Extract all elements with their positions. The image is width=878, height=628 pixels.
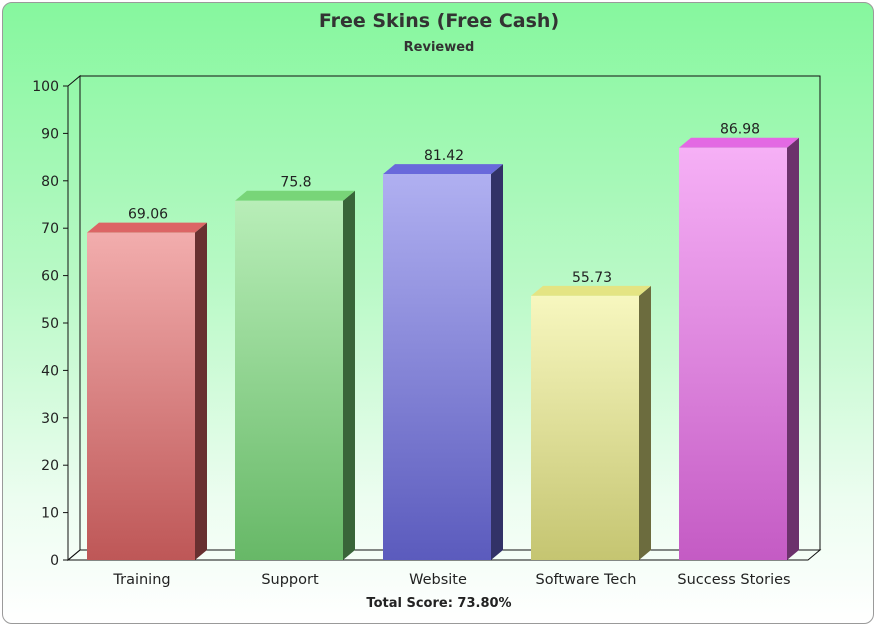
bar-top [531, 285, 651, 296]
bar-top [235, 190, 355, 201]
x-tick-label: Support [261, 572, 319, 588]
bar-front [235, 200, 343, 560]
y-tick-label: 60 [41, 269, 59, 285]
bar-front [679, 147, 787, 561]
bar-value-label: 75.8 [280, 175, 311, 191]
bar-side [787, 137, 799, 561]
bar-1: 75.8 [235, 175, 355, 560]
bar-side [195, 222, 207, 561]
chart-subtitle: Reviewed [403, 40, 475, 55]
bar-side [343, 190, 355, 560]
x-tick-label: Website [409, 572, 467, 588]
bar-side [491, 164, 503, 560]
bar-value-label: 81.42 [424, 148, 464, 164]
bar-4: 86.98 [679, 122, 799, 561]
x-tick-label: Training [112, 572, 170, 588]
bar-value-label: 69.06 [128, 207, 168, 223]
y-tick-label: 0 [50, 553, 59, 569]
bar-top [87, 222, 207, 233]
y-tick-label: 90 [41, 126, 59, 142]
bar-value-label: 86.98 [720, 122, 760, 138]
bar-front [383, 174, 491, 560]
bar-top [679, 137, 799, 148]
bar-2: 81.42 [383, 148, 503, 560]
y-tick-label: 70 [41, 221, 59, 237]
bars-group: 69.06 75.8 81.42 55.73 86.98 [87, 122, 799, 561]
bar-front [87, 232, 195, 561]
y-tick-label: 80 [41, 174, 59, 190]
bar-0: 69.06 [87, 207, 207, 561]
y-tick-label: 100 [32, 79, 59, 95]
y-tick-label: 50 [41, 316, 59, 332]
bar-value-label: 55.73 [572, 270, 612, 286]
y-tick-label: 20 [41, 458, 59, 474]
y-tick-label: 40 [41, 363, 59, 379]
y-tick-label: 10 [41, 506, 59, 522]
bar-top [383, 164, 503, 175]
total-score: Total Score: 73.80% [366, 596, 512, 611]
bar-side [639, 285, 651, 560]
left-wall [67, 74, 81, 562]
y-axis: 0 10 20 30 40 50 60 70 80 90 100 [32, 79, 68, 569]
x-tick-label: Success Stories [677, 572, 790, 588]
x-tick-label: Software Tech [535, 572, 636, 588]
bar-3: 55.73 [531, 270, 651, 560]
chart-title: Free Skins (Free Cash) [318, 10, 560, 32]
x-axis: Training Support Website Software Tech Succe… [112, 572, 790, 588]
bar-front [531, 295, 639, 560]
y-tick-label: 30 [41, 411, 59, 427]
